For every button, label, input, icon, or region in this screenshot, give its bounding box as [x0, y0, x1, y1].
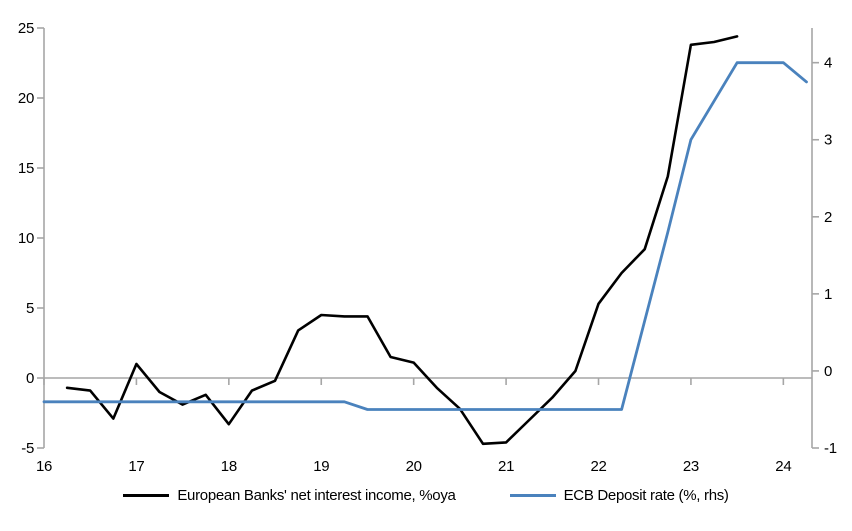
left-axis-tick-label: 10 — [18, 230, 34, 247]
left-axis-tick-label: 20 — [18, 90, 34, 107]
right-axis-tick-label: -1 — [824, 440, 837, 457]
left-axis-tick-label: 15 — [18, 160, 34, 177]
x-axis-tick-label: 23 — [683, 458, 699, 475]
series-line-1 — [42, 61, 808, 411]
x-axis-tick-label: 21 — [498, 458, 514, 475]
x-axis-tick-label: 18 — [221, 458, 237, 475]
x-axis-tick-label: 20 — [406, 458, 422, 475]
series-lines — [42, 35, 808, 446]
x-axis-tick-label: 24 — [775, 458, 791, 475]
series-line-0 — [65, 35, 739, 446]
left-axis-tick-label: -5 — [21, 440, 34, 457]
legend-label-ecb-deposit-rate: ECB Deposit rate (%, rhs) — [563, 487, 729, 504]
legend-item-net-interest-income: European Banks' net interest income, %oy… — [123, 487, 456, 504]
legend-line-sample-blue — [509, 494, 556, 497]
x-axis-tick-label: 17 — [128, 458, 144, 475]
legend: European Banks' net interest income, %oy… — [0, 487, 852, 504]
x-axis-tick-label: 19 — [313, 458, 329, 475]
left-axis-tick-label: 25 — [18, 20, 34, 37]
legend-item-ecb-deposit-rate: ECB Deposit rate (%, rhs) — [509, 487, 729, 504]
right-axis-tick-label: 4 — [824, 55, 832, 72]
x-axis-tick-label: 22 — [590, 458, 606, 475]
right-axis-tick-label: 1 — [824, 286, 832, 303]
left-axis-tick-label: 0 — [26, 370, 34, 387]
right-axis-tick-label: 3 — [824, 132, 832, 149]
legend-line-sample-black — [123, 494, 170, 497]
x-axis-tick-label: 16 — [36, 458, 52, 475]
right-axis-tick-label: 2 — [824, 209, 832, 226]
right-axis-tick-label: 0 — [824, 363, 832, 380]
left-axis-tick-label: 5 — [26, 300, 34, 317]
legend-label-net-interest-income: European Banks' net interest income, %oy… — [177, 487, 456, 504]
